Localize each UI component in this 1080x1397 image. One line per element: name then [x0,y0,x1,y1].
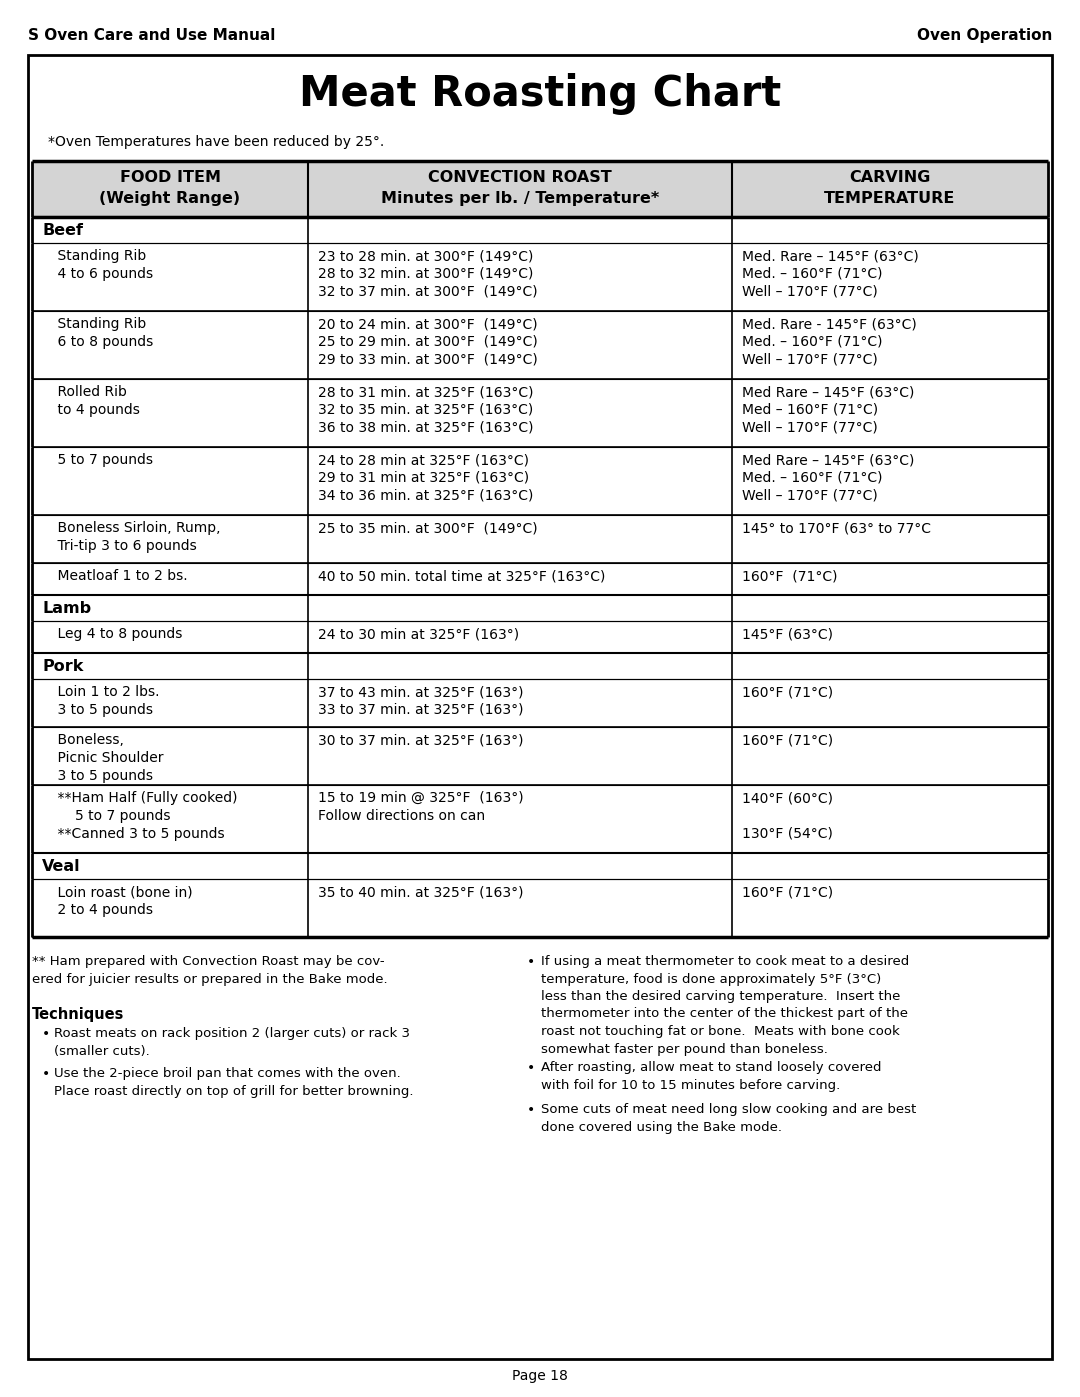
Text: Meat Roasting Chart: Meat Roasting Chart [299,73,781,115]
Text: Boneless,
    Picnic Shoulder
    3 to 5 pounds: Boneless, Picnic Shoulder 3 to 5 pounds [40,733,163,782]
Text: FOOD ITEM: FOOD ITEM [120,170,220,184]
Text: 5 to 7 pounds: 5 to 7 pounds [40,453,153,467]
Text: Med Rare – 145°F (63°C)
Med. – 160°F (71°C)
Well – 170°F (77°C): Med Rare – 145°F (63°C) Med. – 160°F (71… [742,453,915,503]
Text: Beef: Beef [42,224,83,237]
Text: Some cuts of meat need long slow cooking and are best
done covered using the Bak: Some cuts of meat need long slow cooking… [541,1104,917,1133]
Text: Loin 1 to 2 lbs.
    3 to 5 pounds: Loin 1 to 2 lbs. 3 to 5 pounds [40,685,160,717]
Text: 30 to 37 min. at 325°F (163°): 30 to 37 min. at 325°F (163°) [318,733,524,747]
Text: •: • [527,1060,536,1076]
Text: Standing Rib
    6 to 8 pounds: Standing Rib 6 to 8 pounds [40,317,153,349]
Text: 20 to 24 min. at 300°F  (149°C)
25 to 29 min. at 300°F  (149°C)
29 to 33 min. at: 20 to 24 min. at 300°F (149°C) 25 to 29 … [318,317,538,366]
Bar [32,161,1048,217]
Text: Rolled Rib
    to 4 pounds: Rolled Rib to 4 pounds [40,386,140,416]
Text: ** Ham prepared with Convection Roast may be cov-
ered for juicier results or pr: ** Ham prepared with Convection Roast ma… [32,956,388,985]
Text: 24 to 30 min at 325°F (163°): 24 to 30 min at 325°F (163°) [318,627,519,641]
Text: 160°F (71°C): 160°F (71°C) [742,733,833,747]
Text: CARVING: CARVING [849,170,931,184]
Text: Leg 4 to 8 pounds: Leg 4 to 8 pounds [40,627,183,641]
Text: 160°F (71°C): 160°F (71°C) [742,886,833,900]
Text: Med. Rare – 145°F (63°C)
Med. – 160°F (71°C)
Well – 170°F (77°C): Med. Rare – 145°F (63°C) Med. – 160°F (7… [742,249,919,299]
Text: 160°F  (71°C): 160°F (71°C) [742,569,837,583]
Text: 23 to 28 min. at 300°F (149°C)
28 to 32 min. at 300°F (149°C)
32 to 37 min. at 3: 23 to 28 min. at 300°F (149°C) 28 to 32 … [318,249,538,299]
Text: S Oven Care and Use Manual: S Oven Care and Use Manual [28,28,275,43]
Text: 15 to 19 min @ 325°F  (163°)
Follow directions on can: 15 to 19 min @ 325°F (163°) Follow direc… [318,791,524,823]
Text: Use the 2-piece broil pan that comes with the oven.
Place roast directly on top : Use the 2-piece broil pan that comes wit… [54,1067,414,1098]
Text: Veal: Veal [42,859,81,875]
Text: Pork: Pork [42,659,83,673]
Text: •: • [42,1027,51,1041]
Text: •: • [527,956,536,970]
Text: Standing Rib
    4 to 6 pounds: Standing Rib 4 to 6 pounds [40,249,153,281]
Text: Minutes per lb. / Temperature*: Minutes per lb. / Temperature* [381,191,659,205]
Text: TEMPERATURE: TEMPERATURE [824,191,956,205]
Text: Roast meats on rack position 2 (larger cuts) or rack 3
(smaller cuts).: Roast meats on rack position 2 (larger c… [54,1027,410,1058]
Text: 160°F (71°C): 160°F (71°C) [742,685,833,698]
Text: 145°F (63°C): 145°F (63°C) [742,627,833,641]
Text: 24 to 28 min at 325°F (163°C)
29 to 31 min at 325°F (163°C)
34 to 36 min. at 325: 24 to 28 min at 325°F (163°C) 29 to 31 m… [318,453,534,503]
Text: 140°F (60°C)

130°F (54°C): 140°F (60°C) 130°F (54°C) [742,791,833,841]
Text: Loin roast (bone in)
    2 to 4 pounds: Loin roast (bone in) 2 to 4 pounds [40,886,192,916]
Text: Page 18: Page 18 [512,1369,568,1383]
Text: After roasting, allow meat to stand loosely covered
with foil for 10 to 15 minut: After roasting, allow meat to stand loos… [541,1060,881,1091]
Text: Med Rare – 145°F (63°C)
Med – 160°F (71°C)
Well – 170°F (77°C): Med Rare – 145°F (63°C) Med – 160°F (71°… [742,386,915,434]
Text: 28 to 31 min. at 325°F (163°C)
32 to 35 min. at 325°F (163°C)
36 to 38 min. at 3: 28 to 31 min. at 325°F (163°C) 32 to 35 … [318,386,534,434]
Text: Meatloaf 1 to 2 bs.: Meatloaf 1 to 2 bs. [40,569,188,583]
Text: •: • [527,1104,536,1118]
Text: 145° to 170°F (63° to 77°C: 145° to 170°F (63° to 77°C [742,521,931,535]
Text: If using a meat thermometer to cook meat to a desired
temperature, food is done : If using a meat thermometer to cook meat… [541,956,909,1056]
Text: 35 to 40 min. at 325°F (163°): 35 to 40 min. at 325°F (163°) [318,886,524,900]
Text: (Weight Range): (Weight Range) [99,191,241,205]
Text: CONVECTION ROAST: CONVECTION ROAST [428,170,612,184]
Text: Lamb: Lamb [42,601,91,616]
Text: 37 to 43 min. at 325°F (163°)
33 to 37 min. at 325°F (163°): 37 to 43 min. at 325°F (163°) 33 to 37 m… [318,685,524,717]
Text: •: • [42,1067,51,1081]
Text: **Ham Half (Fully cooked)
        5 to 7 pounds
    **Canned 3 to 5 pounds: **Ham Half (Fully cooked) 5 to 7 pounds … [40,791,238,841]
Text: *Oven Temperatures have been reduced by 25°.: *Oven Temperatures have been reduced by … [48,136,384,149]
Text: Oven Operation: Oven Operation [917,28,1052,43]
Text: Boneless Sirloin, Rump,
    Tri-tip 3 to 6 pounds: Boneless Sirloin, Rump, Tri-tip 3 to 6 p… [40,521,220,553]
Text: 40 to 50 min. total time at 325°F (163°C): 40 to 50 min. total time at 325°F (163°C… [318,569,606,583]
Text: Techniques: Techniques [32,1007,124,1023]
Text: Med. Rare - 145°F (63°C)
Med. – 160°F (71°C)
Well – 170°F (77°C): Med. Rare - 145°F (63°C) Med. – 160°F (7… [742,317,917,366]
Text: 25 to 35 min. at 300°F  (149°C): 25 to 35 min. at 300°F (149°C) [318,521,538,535]
